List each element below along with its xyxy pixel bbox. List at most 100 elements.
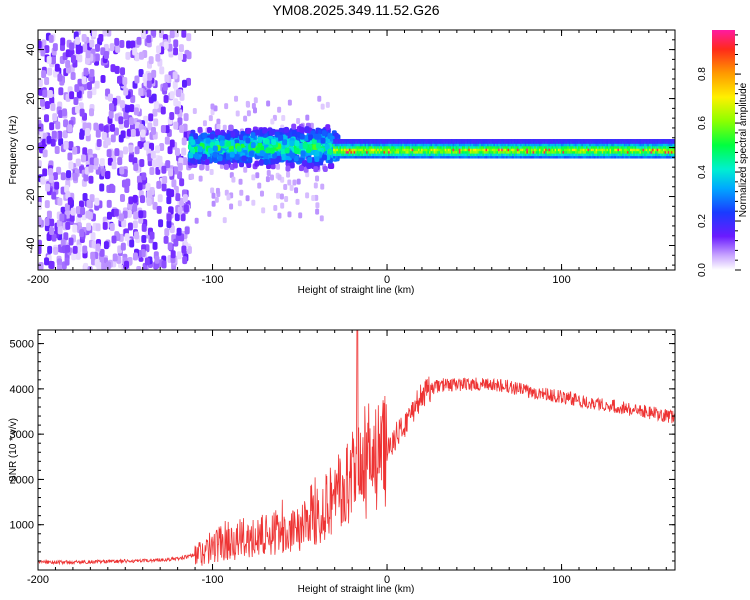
spectrogram-cell: [341, 146, 345, 152]
spectrogram-cell: [560, 139, 564, 144]
spectrogram-cell: [380, 151, 384, 157]
spectrogram-cell: [397, 153, 401, 159]
spectrogram-cell: [510, 151, 514, 157]
spectrogram-cell: [419, 153, 423, 159]
spectrogram-cell: [457, 143, 461, 149]
spectrogram-cell: [107, 157, 113, 166]
spectrogram-cell: [513, 148, 517, 154]
spectrogram-cell: [634, 153, 638, 159]
spectrogram-cell: [553, 151, 557, 157]
spectrogram-cell: [573, 148, 577, 154]
spectrogram-cell: [535, 153, 539, 159]
spectrogram-cell: [474, 153, 478, 159]
spectrogram-cell: [430, 148, 434, 154]
spectrogram-cell: [51, 130, 57, 139]
spectrogram-cell: [510, 143, 514, 149]
spectrogram-cell: [361, 148, 365, 154]
spectrogram-cell: [565, 139, 569, 144]
spectrogram-cell: [386, 143, 390, 149]
spectrogram-cell: [49, 218, 55, 227]
spectrogram-cell: [52, 113, 58, 122]
spectrogram-cell: [314, 156, 320, 163]
spectrogram-cell: [447, 139, 451, 144]
spectrogram-cell: [388, 141, 392, 147]
spectrogram-cell: [526, 153, 530, 159]
spectrogram-cell: [515, 151, 519, 157]
spectrogram-cell: [476, 148, 480, 154]
spectrogram-cell: [623, 146, 627, 152]
spectrogram-cell: [670, 146, 674, 152]
spectrogram-cell: [309, 122, 314, 129]
spectrogram-cell: [397, 146, 401, 152]
spectrogram-cell: [352, 151, 356, 157]
spectrogram-cell: [344, 148, 348, 154]
spectrogram-cell: [193, 133, 199, 140]
spectrogram-cell: [516, 143, 520, 149]
spectrogram-cell: [578, 153, 582, 159]
spectrogram-cell: [414, 141, 418, 147]
spectrogram-cell: [444, 146, 448, 152]
spectrogram-cell: [396, 139, 400, 144]
spectrogram-cell: [264, 138, 270, 145]
spectrogram-cell: [182, 256, 188, 265]
spectrogram-cell: [483, 139, 487, 144]
spectrogram-cell: [647, 139, 651, 144]
spectrogram-cell: [400, 153, 404, 159]
spectrogram-cell: [438, 139, 442, 144]
spectrogram-cell: [402, 153, 406, 159]
spectrogram-cell: [491, 153, 495, 159]
spectrogram-cell: [149, 231, 155, 240]
spectrogram-cell: [186, 51, 192, 60]
spectrogram-cell: [436, 148, 440, 154]
spectrogram-cell: [132, 194, 138, 203]
colorbar: 0.00.20.40.60.8 Normalized spectral ampl…: [697, 30, 749, 277]
spectrogram-cell: [171, 179, 177, 188]
spectrogram-cell: [350, 146, 354, 152]
spectrogram-cell: [564, 139, 568, 144]
spectrogram-cell: [370, 148, 374, 154]
spectrogram-cell: [49, 260, 55, 269]
spectrogram-cell: [653, 146, 657, 152]
spectrogram-cell: [612, 146, 616, 152]
spectrogram-cell: [69, 213, 75, 222]
spectrogram-cell: [523, 151, 527, 157]
spectrogram-cell: [375, 143, 379, 149]
spectrogram-cell: [38, 123, 44, 132]
spectrogram-cell: [479, 148, 483, 154]
x-tick-label: 100: [552, 274, 570, 286]
spectrogram-cell: [388, 146, 392, 152]
spectrogram-cell: [363, 139, 367, 144]
spectrogram-cell: [568, 143, 572, 149]
spectrogram-cell: [641, 148, 645, 154]
spectrogram-cell: [664, 146, 668, 152]
spectrogram-cell: [130, 40, 136, 49]
spectrogram-cell: [584, 151, 588, 157]
spectrogram-cell: [436, 146, 440, 152]
spectrogram-cell: [126, 209, 132, 218]
spectrogram-cell: [593, 146, 597, 152]
spectrogram-cell: [666, 141, 670, 147]
spectrogram-cell: [571, 141, 575, 147]
spectrogram-cell: [424, 148, 428, 154]
spectrogram-cell: [502, 148, 506, 154]
spectrogram-cell: [493, 141, 497, 147]
spectrogram-cell: [652, 141, 656, 147]
spectrogram-cell: [648, 146, 652, 152]
spectrogram-cell: [559, 151, 563, 157]
spectrogram-cell: [116, 75, 122, 84]
spectrogram-cell: [642, 146, 646, 152]
spectrogram-cell: [520, 139, 524, 144]
spectrogram-cell: [136, 36, 142, 45]
spectrogram-cell: [372, 141, 376, 147]
spectrogram-cell: [493, 146, 497, 152]
spectrogram-cell: [446, 148, 450, 154]
spectrogram-cell: [443, 153, 447, 159]
x-tick-label: -200: [27, 574, 49, 586]
spectrogram-cell: [527, 151, 531, 157]
spectrogram-cell: [169, 189, 175, 198]
spectrogram-cell: [41, 70, 47, 79]
spectrogram-cell: [177, 117, 183, 126]
spectrogram-cell: [314, 194, 319, 201]
spectrogram-cell: [418, 153, 422, 159]
